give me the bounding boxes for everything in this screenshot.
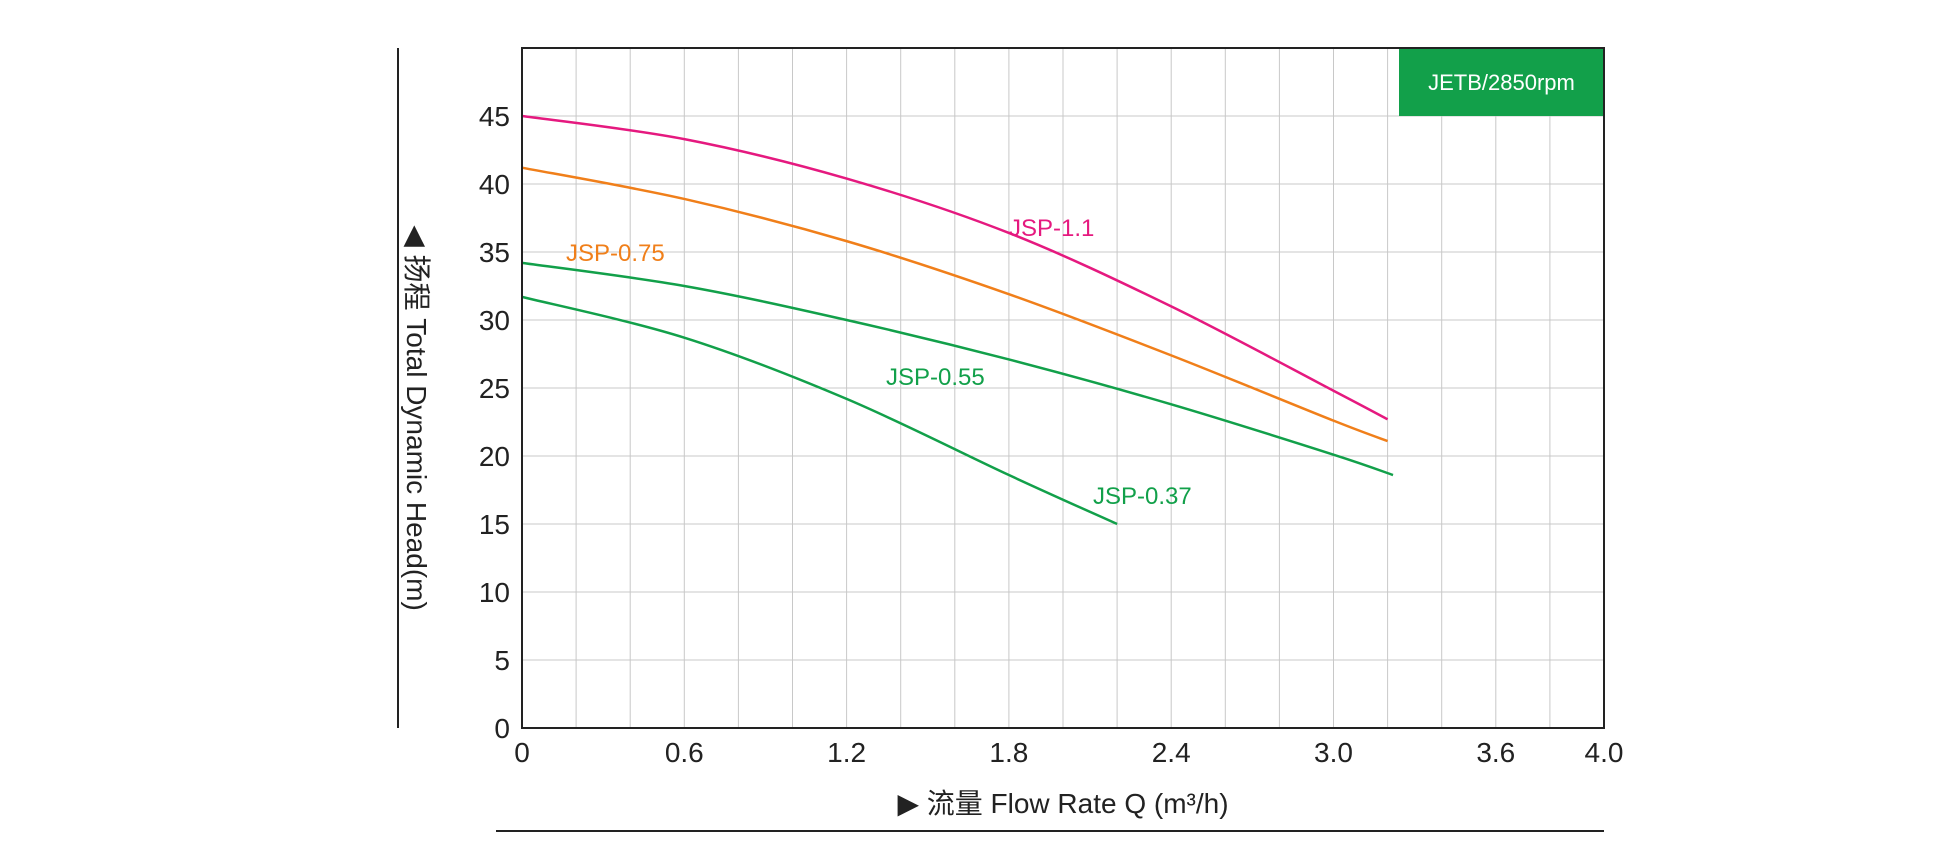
x-tick-label: 1.8 xyxy=(989,737,1028,768)
y-tick-label: 10 xyxy=(479,577,510,608)
series-line-jsp-0-37 xyxy=(521,295,1118,526)
y-tick-label: 25 xyxy=(479,373,510,404)
series-label-jsp-0-37: JSP-0.37 xyxy=(1093,483,1192,510)
series-lines xyxy=(521,114,1394,526)
x-tick-label: 3.6 xyxy=(1476,737,1515,768)
x-tick-label: 2.4 xyxy=(1152,737,1191,768)
y-tick-label: 15 xyxy=(479,509,510,540)
y-tick-label: 45 xyxy=(479,101,510,132)
x-tick-label: 4.0 xyxy=(1585,737,1624,768)
series-labels: JSP-1.1 JSP-0.75 JSP-0.55 JSP-0.37 xyxy=(566,215,1192,510)
y-tick-label: 0 xyxy=(494,713,510,744)
model-badge-label: JETB/2850rpm xyxy=(1428,70,1575,95)
x-tick-label: 0.6 xyxy=(665,737,704,768)
series-label-jsp-0-55: JSP-0.55 xyxy=(886,364,985,391)
y-axis-title: ◀ 扬程 Total Dynamic Head(m) xyxy=(401,225,432,611)
y-tick-label: 5 xyxy=(494,645,510,676)
x-tick-label: 0 xyxy=(514,737,530,768)
y-tick-label: 35 xyxy=(479,237,510,268)
x-axis-title: ▶ 流量 Flow Rate Q (m³/h) xyxy=(897,788,1228,819)
plot-frame xyxy=(521,47,1605,729)
series-label-jsp-0-75: JSP-0.75 xyxy=(566,240,665,267)
y-tick-labels: 0 5 10 15 20 25 30 35 40 45 xyxy=(479,101,510,744)
x-tick-label: 1.2 xyxy=(827,737,866,768)
model-badge xyxy=(1399,48,1604,116)
y-tick-label: 20 xyxy=(479,441,510,472)
y-tick-label: 40 xyxy=(479,169,510,200)
x-tick-label: 3.0 xyxy=(1314,737,1353,768)
x-tick-labels: 0 0.6 1.2 1.8 2.4 3.0 3.6 4.0 xyxy=(514,737,1623,768)
series-label-jsp-1-1: JSP-1.1 xyxy=(1009,215,1094,242)
series-line-jsp-1-1 xyxy=(521,114,1389,421)
y-tick-label: 30 xyxy=(479,305,510,336)
horizontal-gridlines xyxy=(522,115,1604,661)
series-line-jsp-0-55 xyxy=(521,261,1394,477)
series-line-jsp-0-75 xyxy=(521,166,1389,443)
